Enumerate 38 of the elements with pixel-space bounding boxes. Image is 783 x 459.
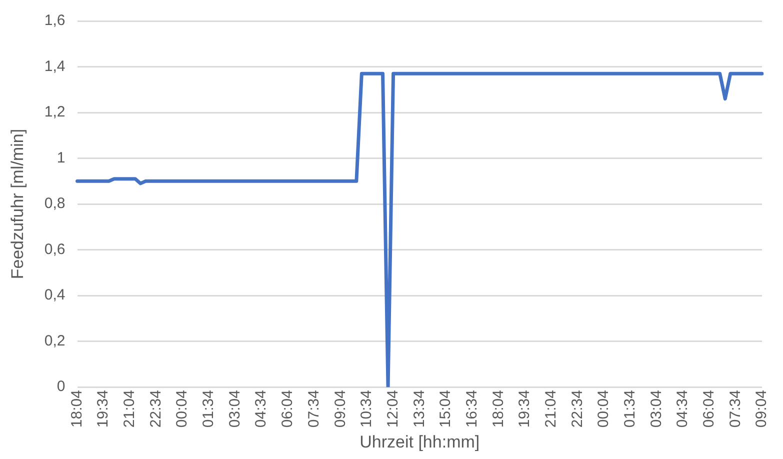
- x-tick-label: 00:04: [595, 390, 612, 428]
- x-axis-title: Uhrzeit [hh:mm]: [360, 432, 480, 452]
- y-tick-label: 1,2: [44, 104, 66, 121]
- x-tick-label: 04:34: [252, 390, 270, 428]
- x-tick-label: 19:34: [516, 390, 534, 428]
- x-tick-label: 09:04: [332, 390, 349, 428]
- x-tick-label: 21:04: [542, 390, 560, 428]
- x-tick-label: 16:34: [463, 390, 480, 428]
- x-tick-label: 18:04: [68, 390, 86, 428]
- y-tick-label: 1,6: [44, 12, 66, 30]
- x-tick-label: 07:34: [305, 390, 322, 428]
- y-tick-label: 1: [56, 149, 66, 166]
- x-tick-label: 21:04: [121, 390, 138, 428]
- x-tick-label: 03:04: [226, 390, 244, 428]
- x-tick-label: 06:04: [279, 390, 296, 428]
- y-tick-label: 0,8: [44, 195, 66, 212]
- x-tick-label: 18:04: [490, 390, 507, 428]
- x-tick-label: 01:34: [200, 390, 218, 428]
- x-tick-label: 12:04: [384, 390, 402, 428]
- x-tick-label: 06:04: [700, 390, 718, 428]
- y-tick-label: 0,4: [44, 286, 66, 304]
- x-tick-label: 07:34: [726, 390, 744, 428]
- y-axis-title: Feedzufuhr [ml/min]: [8, 128, 27, 280]
- y-tick-label: 0,6: [44, 240, 66, 258]
- x-tick-label: 22:34: [147, 390, 164, 428]
- x-tick-label: 09:04: [753, 390, 770, 428]
- y-tick-label: 0,2: [44, 332, 66, 350]
- x-tick-label: 00:04: [174, 390, 191, 428]
- x-tick-label: 15:04: [437, 390, 454, 428]
- x-tick-label: 10:34: [358, 390, 376, 428]
- y-tick-label: 0: [56, 378, 66, 396]
- x-tick-label: 01:34: [621, 390, 638, 428]
- y-tick-label: 1,4: [44, 58, 66, 75]
- x-tick-label: 19:34: [94, 390, 112, 428]
- x-tick-label: 13:34: [410, 390, 428, 428]
- x-tick-label: 04:34: [674, 390, 692, 428]
- x-tick-label: 03:04: [648, 390, 665, 428]
- x-tick-label: 22:34: [568, 390, 586, 428]
